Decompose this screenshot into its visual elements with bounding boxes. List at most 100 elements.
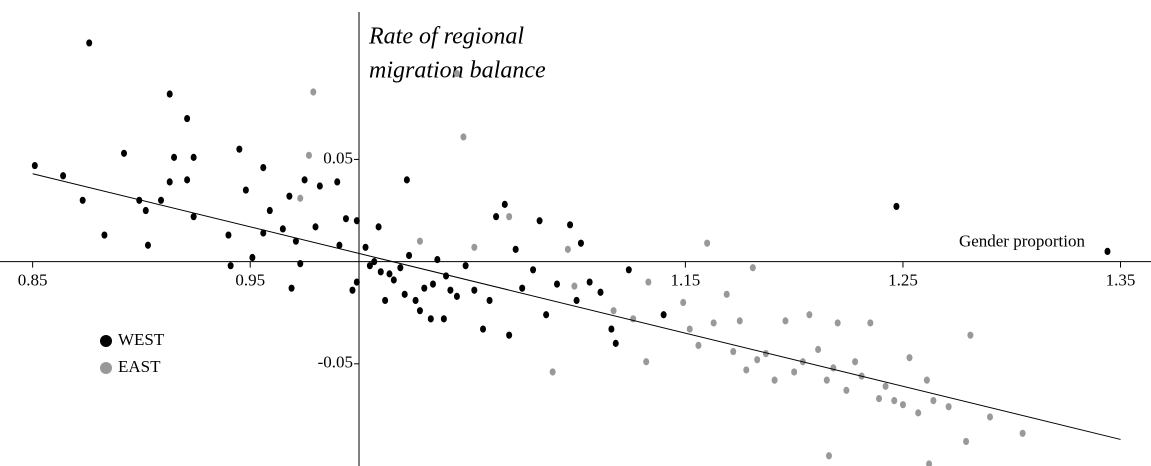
point	[915, 409, 922, 417]
point	[825, 452, 832, 460]
trend-line	[32, 173, 1121, 440]
point	[184, 114, 191, 123]
point	[79, 196, 86, 204]
point	[549, 368, 556, 376]
point	[121, 149, 128, 157]
legend-marker	[100, 335, 112, 347]
y-tick-label: -0.05	[318, 353, 353, 372]
point	[406, 251, 413, 260]
point	[397, 264, 404, 272]
x-axis-title: Gender proportion	[959, 232, 1086, 251]
x-tick-label: 1.15	[671, 271, 701, 290]
point	[486, 296, 493, 305]
point	[586, 278, 593, 286]
point	[906, 354, 913, 362]
point	[608, 325, 615, 333]
point	[144, 241, 151, 249]
legend-label: EAST	[118, 357, 161, 376]
point	[403, 176, 410, 184]
point	[480, 325, 487, 333]
point	[530, 266, 537, 274]
point	[891, 396, 898, 405]
point	[830, 364, 837, 372]
point	[625, 266, 632, 274]
point	[312, 223, 319, 231]
point	[852, 358, 859, 366]
point	[893, 202, 900, 211]
point	[506, 213, 513, 221]
point	[754, 356, 761, 364]
point	[225, 231, 232, 239]
point	[643, 358, 650, 366]
point	[453, 69, 460, 78]
point	[536, 217, 543, 225]
point	[190, 213, 197, 221]
point	[101, 231, 108, 239]
point	[227, 262, 234, 270]
point	[577, 239, 584, 247]
point	[390, 276, 397, 284]
point	[743, 366, 750, 374]
point	[704, 239, 711, 247]
point	[749, 264, 756, 272]
point	[762, 349, 769, 358]
point	[434, 255, 441, 264]
point	[158, 196, 165, 204]
point	[60, 172, 67, 180]
point	[680, 298, 687, 307]
point	[142, 206, 149, 215]
point	[554, 280, 561, 288]
point	[823, 376, 830, 384]
point	[31, 161, 38, 170]
point	[597, 288, 604, 296]
point	[876, 394, 883, 403]
point	[401, 290, 408, 298]
point	[645, 278, 652, 286]
point	[377, 268, 384, 276]
point	[543, 311, 550, 319]
point	[512, 245, 519, 253]
x-tick-label: 1.35	[1106, 271, 1136, 290]
point	[353, 217, 360, 225]
point	[967, 331, 974, 339]
point	[342, 215, 349, 223]
point	[266, 206, 273, 215]
point	[1019, 429, 1026, 437]
point	[249, 253, 256, 262]
point	[723, 290, 730, 298]
point	[447, 286, 454, 294]
point	[834, 319, 841, 327]
point	[336, 241, 343, 249]
point	[316, 182, 323, 190]
point	[242, 186, 249, 194]
point	[349, 286, 356, 294]
point	[986, 413, 993, 421]
point	[86, 39, 93, 47]
point	[612, 339, 619, 347]
point	[710, 319, 717, 327]
point	[926, 460, 933, 466]
point	[471, 286, 478, 294]
point	[610, 307, 617, 315]
point	[416, 307, 423, 315]
point	[506, 331, 513, 339]
point	[386, 270, 393, 278]
x-tick-label: 0.95	[235, 271, 265, 290]
point	[963, 437, 970, 446]
point	[412, 296, 419, 305]
point	[292, 237, 299, 245]
point	[453, 292, 460, 300]
point	[782, 317, 789, 325]
point	[371, 258, 378, 266]
x-tick-label: 1.25	[888, 271, 918, 290]
point	[184, 176, 191, 184]
point	[427, 315, 434, 323]
point	[366, 262, 373, 270]
point	[171, 153, 178, 161]
x-tick-label: 0.85	[18, 271, 48, 290]
point	[305, 151, 312, 159]
point	[923, 376, 930, 384]
point	[867, 319, 874, 327]
